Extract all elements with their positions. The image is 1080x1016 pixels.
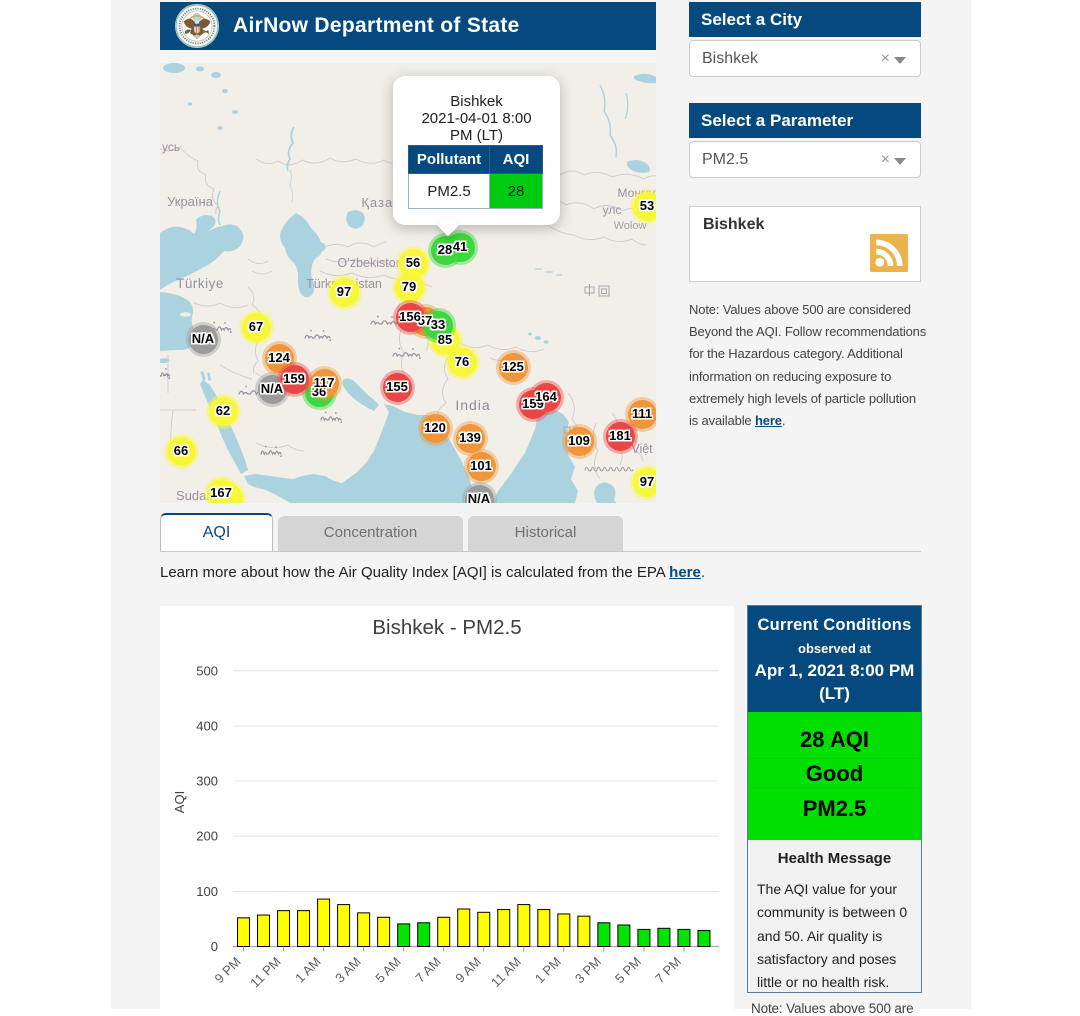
svg-text:300: 300 <box>196 774 218 789</box>
svg-text:Bishkek - PM2.5: Bishkek - PM2.5 <box>372 616 521 639</box>
svg-text:0: 0 <box>211 939 218 954</box>
svg-text:Türkiye: Türkiye <box>176 276 224 291</box>
svg-text:Việt: Việt <box>631 442 653 456</box>
svg-text:9 PM: 9 PM <box>212 954 244 986</box>
svg-text:5 AM: 5 AM <box>372 954 404 986</box>
svg-text:3 PM: 3 PM <box>572 954 604 986</box>
svg-text:11 AM: 11 AM <box>488 954 524 990</box>
svg-text:9 AM: 9 AM <box>452 954 484 986</box>
svg-text:улс: улс <box>603 203 622 217</box>
svg-text:5 PM: 5 PM <box>612 954 644 986</box>
svg-text:AQI: AQI <box>172 791 187 813</box>
svg-text:7 PM: 7 PM <box>652 954 684 986</box>
svg-text:11 PM: 11 PM <box>247 954 283 990</box>
svg-text:100: 100 <box>196 884 218 899</box>
svg-text:500: 500 <box>196 663 218 678</box>
svg-text:200: 200 <box>196 829 218 844</box>
svg-text:Україна: Україна <box>167 194 214 209</box>
svg-text:Wolow: Wolow <box>614 220 647 232</box>
svg-text:3 AM: 3 AM <box>332 954 364 986</box>
svg-text:India: India <box>455 397 490 413</box>
svg-text:1 AM: 1 AM <box>292 954 324 986</box>
svg-text:7 AM: 7 AM <box>412 954 444 986</box>
svg-text:1 PM: 1 PM <box>532 954 564 986</box>
svg-text:400: 400 <box>196 718 218 733</box>
svg-text:усь: усь <box>162 140 180 154</box>
